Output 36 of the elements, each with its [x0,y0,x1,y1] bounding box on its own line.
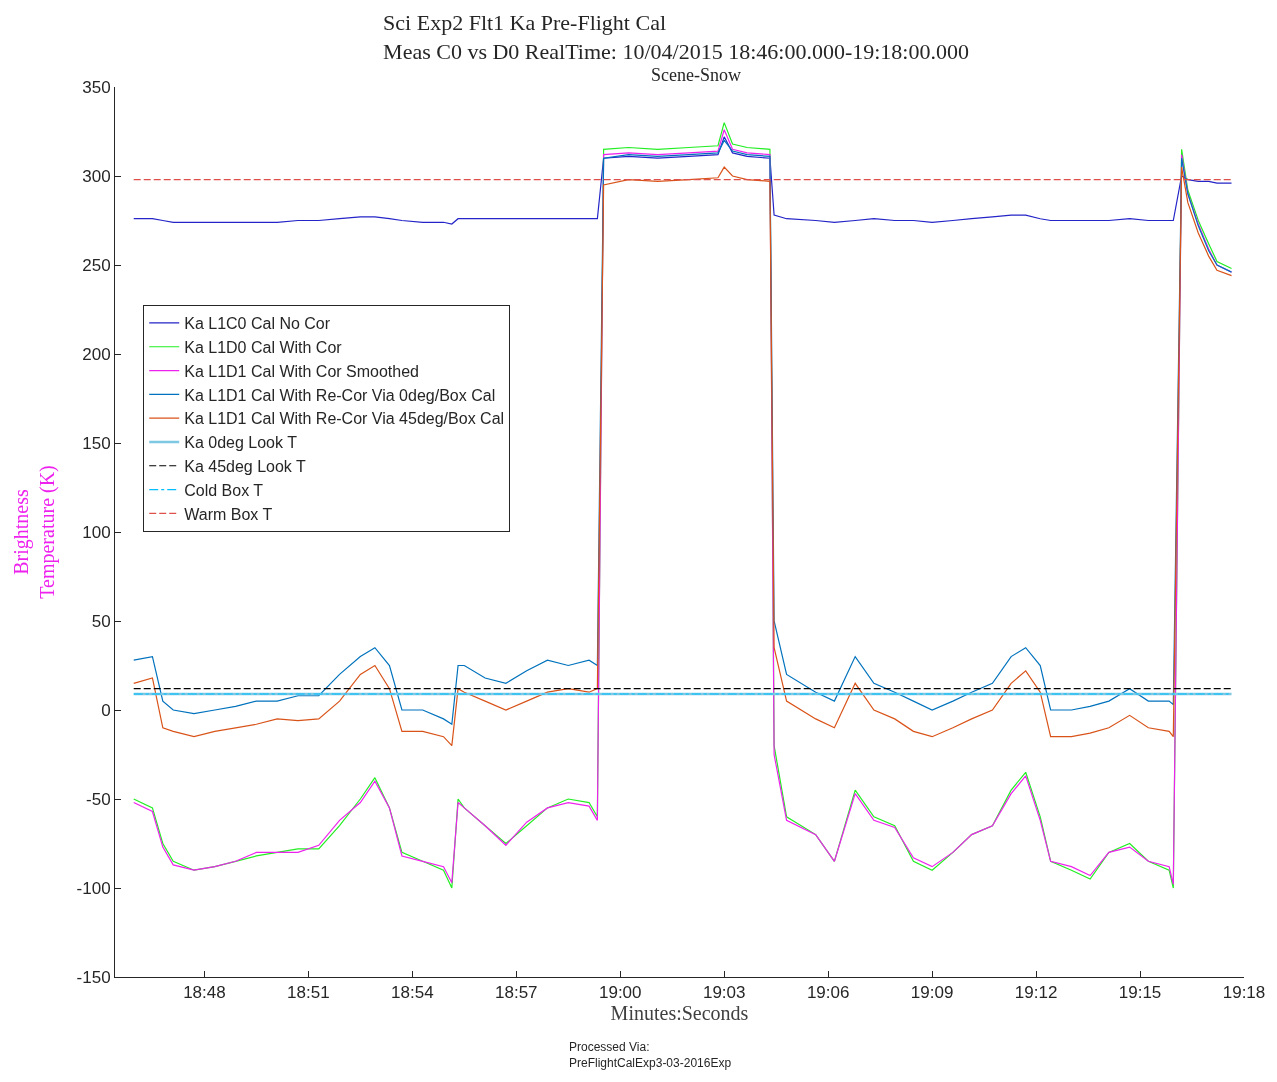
x-axis-title: Minutes:Seconds [610,1002,749,1025]
x-tick-label: 19:15 [1118,983,1162,1003]
legend-label: Ka L1D0 Cal With Cor [184,338,343,356]
y-tick-label: 100 [82,522,111,542]
legend-label: Ka L1C0 Cal No Cor [184,315,331,333]
y-axis-title: Brightness Temperature (K) [10,465,60,599]
y-tick-label: 150 [82,433,111,453]
x-tick-label: 18:48 [183,983,226,1003]
legend-label: Cold Box T [184,481,264,499]
legend-label: Ka 45deg Look T [184,457,307,475]
x-tick-label: 19:18 [1222,983,1266,1003]
y-tick-label: -150 [76,967,111,987]
x-tick-label: 18:54 [391,983,434,1003]
y-tick-label: 250 [82,255,111,275]
y-tick-label: 300 [82,166,111,186]
x-tick-label: 19:09 [910,983,954,1003]
legend-label: Ka L1D1 Cal With Re-Cor Via 0deg/Box Cal [184,386,496,404]
chart-subtitle: Scene-Snow [651,65,741,85]
y-tick-label: 350 [82,77,111,97]
text: Processed Via: PreFlightCalExp3-03-2016Exp [569,1040,732,1070]
legend-label: Ka 0deg Look T [184,434,298,452]
x-tick-label: 19:00 [598,983,642,1003]
y-tick-label: -50 [86,789,111,809]
x-tick-label: 18:51 [287,983,330,1003]
y-tick-label: -100 [76,878,111,898]
y-tick-label: 0 [101,700,111,720]
y-tick-label: 50 [91,611,111,631]
legend-label: Ka L1D1 Cal With Cor Smoothed [184,362,420,380]
y-tick-label: 200 [82,344,111,364]
x-tick-label: 18:57 [495,983,538,1003]
legend-label: Ka L1D1 Cal With Re-Cor Via 45deg/Box Cal [184,410,505,428]
chart-title: Sci Exp2 Flt1 Ka Pre-Flight Cal Meas C0 vs D0 RealTime: 10/04/2015 18:46:00.000-19:18:00.000 [383,10,969,64]
legend-label: Warm Box T [184,505,273,523]
x-tick-label: 19:12 [1014,983,1058,1003]
x-tick-label: 19:06 [806,983,850,1003]
x-tick-label: 19:03 [702,983,746,1003]
